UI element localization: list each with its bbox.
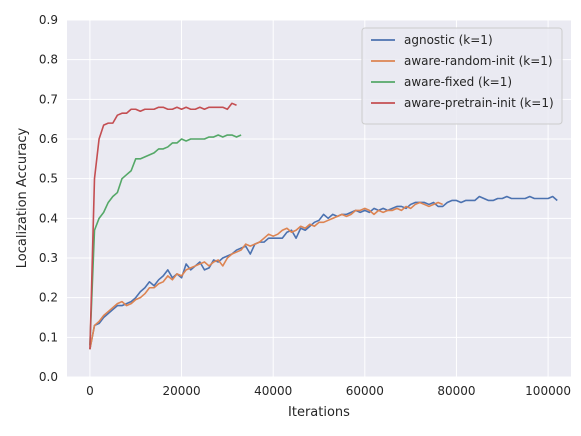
y-tick-label: 0.5 bbox=[39, 172, 58, 186]
y-tick-label: 0.4 bbox=[39, 211, 58, 225]
legend-label: aware-fixed (k=1) bbox=[404, 75, 512, 89]
series-line-agnostic-k-1 bbox=[89, 195, 558, 350]
x-tick-label: 20000 bbox=[162, 384, 200, 398]
legend-label: agnostic (k=1) bbox=[404, 33, 493, 47]
grid bbox=[67, 19, 571, 378]
legend: agnostic (k=1) aware-random-init (k=1) awa… bbox=[361, 27, 563, 125]
x-axis-ticks: 0 20000 40000 60000 80000 100000 bbox=[86, 384, 571, 398]
y-tick-label: 0.2 bbox=[39, 291, 58, 305]
legend-label: aware-pretrain-init (k=1) bbox=[404, 96, 554, 110]
x-tick-label: 40000 bbox=[254, 384, 292, 398]
y-tick-label: 0.8 bbox=[39, 53, 58, 67]
y-tick-label: 0.6 bbox=[39, 132, 58, 146]
x-tick-label: 0 bbox=[86, 384, 94, 398]
x-tick-label: 60000 bbox=[346, 384, 384, 398]
series-line-aware-fixed-k-1 bbox=[89, 134, 242, 346]
series-line-aware-random-init-k-1 bbox=[89, 201, 444, 350]
legend-box bbox=[361, 27, 563, 125]
y-tick-label: 0.3 bbox=[39, 251, 58, 265]
legend-label: aware-random-init (k=1) bbox=[404, 54, 553, 68]
series-lines bbox=[89, 102, 558, 350]
x-axis-label: Iterations bbox=[288, 405, 350, 420]
y-tick-label: 0.7 bbox=[39, 92, 58, 106]
y-tick-label: 0.1 bbox=[39, 330, 58, 344]
y-axis-ticks: 0.0 0.1 0.2 0.3 0.4 0.5 0.6 0.7 0.8 0.9 bbox=[39, 13, 58, 384]
y-tick-label: 0.9 bbox=[39, 13, 58, 27]
y-axis-label: Localization Accuracy bbox=[15, 127, 30, 268]
x-tick-label: 100000 bbox=[525, 384, 571, 398]
series-line-aware-pretrain-init-k-1 bbox=[89, 102, 237, 350]
y-tick-label: 0.0 bbox=[39, 370, 58, 384]
x-tick-label: 80000 bbox=[437, 384, 475, 398]
